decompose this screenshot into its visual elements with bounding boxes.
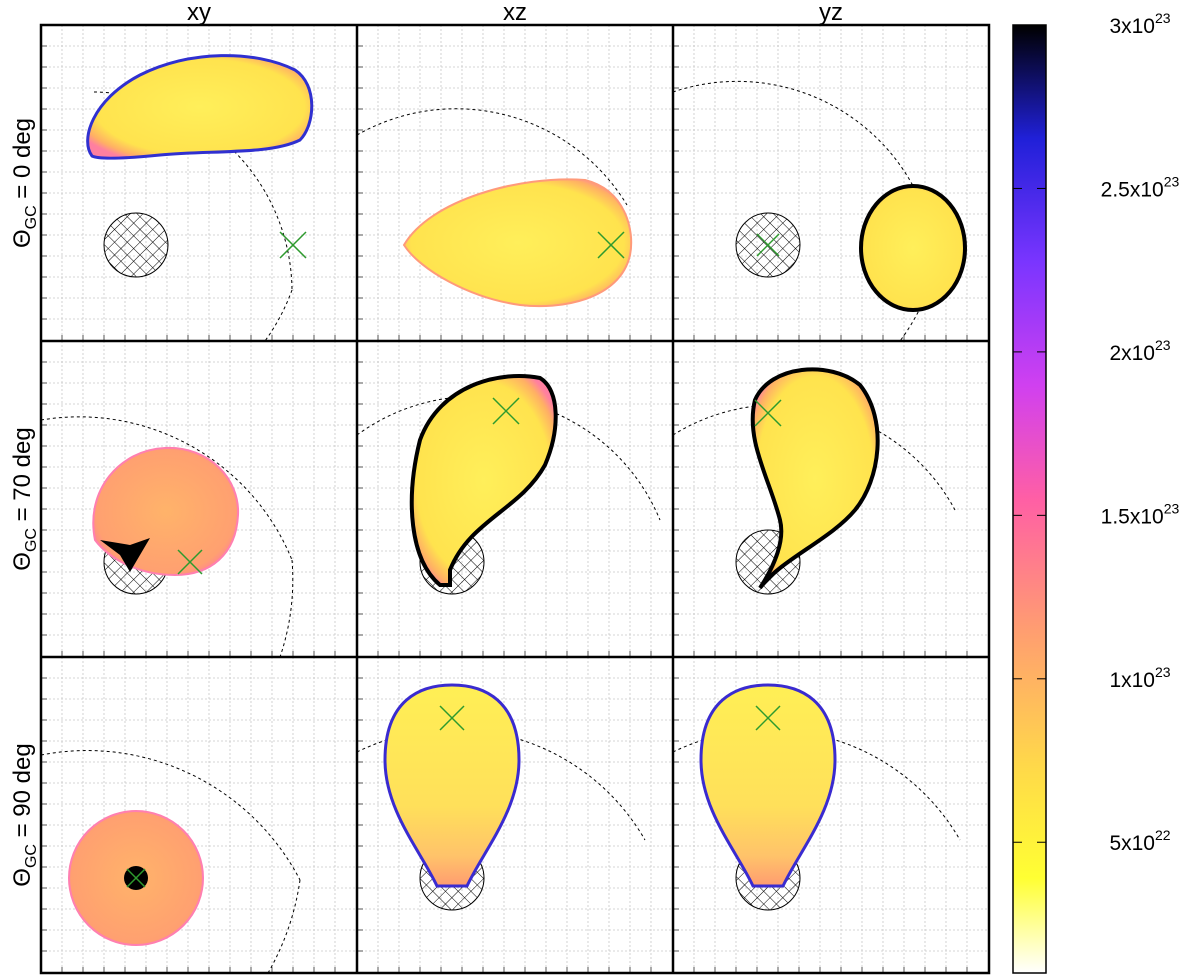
panel-r2-xy (41, 750, 301, 973)
cross-marker (755, 705, 781, 731)
cross-marker (439, 705, 465, 731)
density-blob (383, 683, 521, 888)
panel-r0-yz (673, 80, 967, 341)
panel-r1-xz (357, 374, 661, 595)
colorbar-tick-label-3: 2x1023 (1109, 337, 1170, 365)
orbit-contour (673, 729, 961, 841)
column-titles: xy xz yz (187, 0, 843, 26)
cross-marker (754, 399, 782, 427)
column-title-1: xz (503, 0, 527, 26)
panel-frames (39, 23, 991, 975)
density-blob (750, 367, 880, 590)
cross-marker (597, 231, 625, 259)
orbit-contour (357, 108, 628, 206)
panel-r1-yz (673, 367, 956, 595)
panel-r0-xy (86, 54, 314, 341)
colorbar-tick-label-5: 3x1023 (1109, 10, 1170, 38)
cross-marker (126, 868, 146, 888)
orbit-contour (41, 416, 293, 561)
panel-r1-xy (41, 416, 294, 657)
density-blob (699, 683, 837, 888)
colorbar-tick-label-1: 1x1023 (1109, 664, 1170, 692)
column-title-2: yz (819, 0, 843, 26)
density-core (100, 538, 150, 572)
colorbar (1012, 24, 1047, 974)
cross-marker (177, 549, 203, 575)
colorbar-tick-label-0: 5x1022 (1109, 827, 1170, 855)
panel-r2-yz (673, 683, 961, 911)
row-labels: ΘGC = 0 deg ΘGC = 70 deg ΘGC = 90 deg (9, 118, 40, 887)
cross-marker (756, 233, 780, 257)
colorbar-tick-label-2: 1.5x1023 (1101, 500, 1180, 528)
row-label-1: ΘGC = 70 deg (9, 427, 40, 570)
colorbar-ticks: 5x1022 1x1023 1.5x1023 2x1023 2.5x1023 3x1023 (1013, 10, 1180, 855)
density-blob (859, 184, 967, 312)
orbit-contour (267, 879, 301, 973)
density-blob (402, 178, 633, 308)
orbit-contour (673, 80, 921, 201)
hatched-disk (103, 212, 169, 278)
cross-marker (492, 397, 520, 425)
orbit-contour (279, 559, 294, 657)
orbit-contour (41, 750, 301, 881)
cross-marker (279, 231, 307, 259)
orbit-contour (357, 728, 646, 841)
colorbar-tick-label-4: 2.5x1023 (1101, 173, 1180, 201)
density-blob (409, 374, 558, 587)
panel-r0-xz (357, 108, 633, 308)
column-title-0: xy (187, 0, 211, 26)
row-label-0: ΘGC = 0 deg (9, 118, 40, 248)
density-blob (92, 446, 240, 577)
panel-r2-xz (357, 683, 646, 911)
row-label-2: ΘGC = 90 deg (9, 743, 40, 886)
orbit-contour (264, 289, 293, 341)
density-blob (86, 54, 314, 160)
